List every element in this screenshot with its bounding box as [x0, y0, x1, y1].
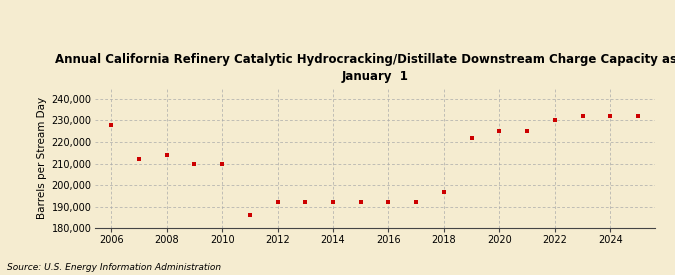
Point [134, 157, 144, 161]
Point [411, 200, 422, 205]
Point [355, 200, 366, 205]
Point [522, 129, 533, 133]
Y-axis label: Barrels per Stream Day: Barrels per Stream Day [37, 97, 47, 219]
Point [494, 129, 505, 133]
Point [161, 153, 172, 157]
Point [549, 118, 560, 123]
Point [217, 161, 227, 166]
Point [605, 114, 616, 118]
Point [106, 122, 117, 127]
Point [327, 200, 338, 205]
Point [272, 200, 283, 205]
Point [300, 200, 310, 205]
Point [632, 114, 643, 118]
Point [439, 189, 450, 194]
Point [383, 200, 394, 205]
Point [577, 114, 588, 118]
Point [244, 213, 255, 218]
Point [466, 135, 477, 140]
Text: Source: U.S. Energy Information Administration: Source: U.S. Energy Information Administ… [7, 263, 221, 272]
Title: Annual California Refinery Catalytic Hydrocracking/Distillate Downstream Charge : Annual California Refinery Catalytic Hyd… [55, 53, 675, 83]
Point [189, 161, 200, 166]
